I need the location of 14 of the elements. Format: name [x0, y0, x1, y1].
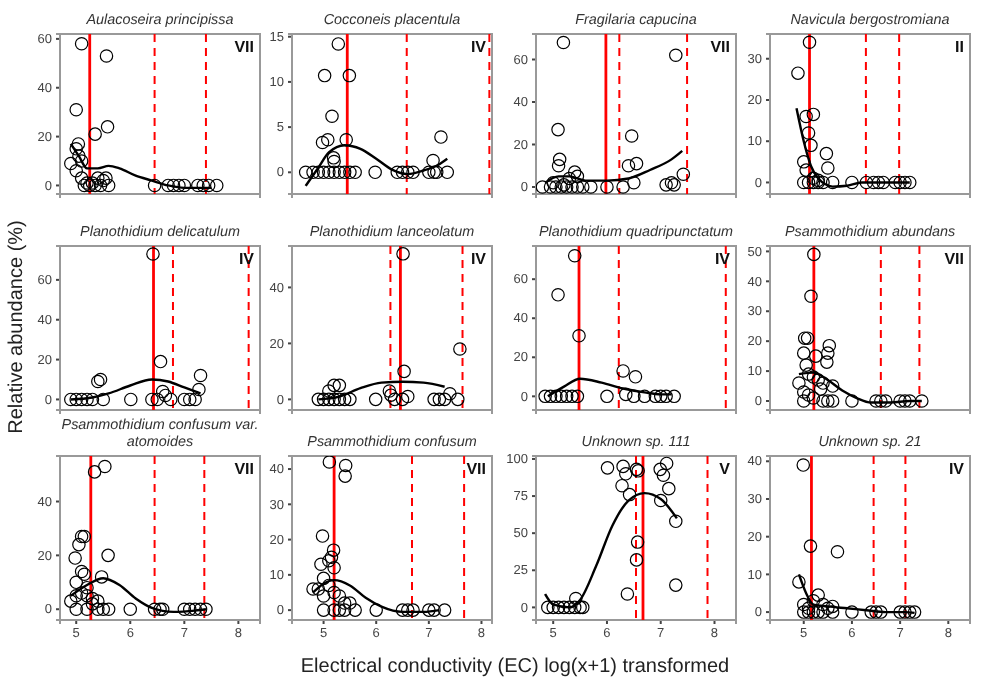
annotation: VII — [466, 460, 486, 478]
annotation: IV — [470, 250, 488, 268]
annotation: V — [719, 460, 732, 478]
annotation: VII — [234, 460, 254, 478]
annotation: IV — [714, 250, 732, 268]
annotation: VII — [944, 250, 964, 268]
annotation: II — [955, 38, 964, 56]
annotation: IV — [948, 460, 966, 478]
x-axis-title: Electrical conductivity (EC) log(x+1) transformed — [300, 656, 730, 678]
annotation: IV — [238, 250, 256, 268]
y-axis-title: Relative abundance (%) — [6, 220, 28, 434]
annotation: VII — [710, 38, 730, 56]
annotation: IV — [470, 38, 488, 56]
annotation: VII — [234, 38, 254, 56]
